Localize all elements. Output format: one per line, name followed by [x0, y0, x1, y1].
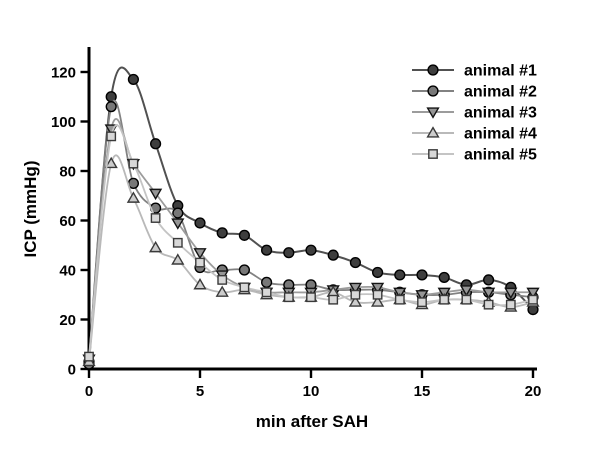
- marker-animal-1: [372, 266, 384, 279]
- marker-animal-3: [370, 282, 385, 295]
- series-line-animal-4: [88, 154, 534, 362]
- marker-animal-4: [171, 253, 185, 265]
- marker-animal-1: [261, 244, 273, 256]
- series-line-animal-5: [88, 124, 534, 357]
- marker-animal-2: [105, 101, 117, 113]
- legend-circle-icon: [427, 64, 439, 76]
- marker-animal-5: [350, 289, 361, 300]
- marker-animal-4: [370, 295, 385, 307]
- marker-animal-3: [504, 287, 518, 300]
- legend-item-animal-4: animal #4: [412, 126, 537, 143]
- marker-animal-5: [439, 294, 450, 305]
- y-tick-label: 20: [59, 312, 76, 329]
- marker-animal-5: [172, 237, 183, 248]
- marker-animal-5: [128, 158, 139, 169]
- marker-animal-1: [283, 247, 295, 259]
- marker-animal-5: [84, 351, 94, 362]
- x-tick-label: 0: [85, 383, 93, 400]
- marker-animal-2: [238, 264, 251, 276]
- y-axis-title: ICP (mmHg): [21, 160, 40, 258]
- series-line-animal-3: [88, 118, 533, 360]
- marker-animal-4: [348, 295, 363, 307]
- x-tick-label: 5: [196, 383, 204, 400]
- marker-animal-5: [394, 294, 405, 305]
- marker-animal-3: [348, 282, 363, 295]
- marker-animal-3: [459, 285, 474, 297]
- marker-animal-5: [505, 299, 516, 310]
- marker-animal-5: [483, 299, 494, 310]
- series-line-animal-2: [88, 99, 534, 365]
- marker-animal-5: [528, 294, 538, 305]
- marker-animal-4: [148, 240, 163, 253]
- legend-label: animal #5: [464, 147, 537, 164]
- marker-animal-5: [239, 282, 250, 293]
- marker-animal-5: [328, 294, 339, 305]
- marker-animal-3: [415, 290, 429, 302]
- marker-animal-1: [238, 229, 251, 241]
- marker-animal-3: [148, 188, 163, 201]
- marker-animal-1: [216, 227, 228, 239]
- marker-animal-3: [171, 218, 185, 230]
- marker-animal-1: [416, 269, 428, 281]
- marker-animal-5: [417, 297, 427, 308]
- legend-triangle-down-icon: [426, 107, 440, 119]
- marker-animal-1: [305, 244, 317, 256]
- legend-label: animal #1: [464, 63, 537, 80]
- marker-animal-1: [327, 249, 339, 261]
- marker-animal-4: [193, 278, 207, 290]
- marker-animal-1: [150, 138, 162, 150]
- marker-animal-5: [150, 213, 161, 223]
- marker-animal-1: [394, 269, 406, 281]
- legend-item-animal-2: animal #2: [412, 84, 537, 101]
- marker-animal-5: [195, 257, 205, 268]
- marker-animal-3: [481, 287, 496, 300]
- y-tick-label: 80: [59, 164, 76, 181]
- marker-animal-1: [438, 271, 450, 284]
- legend-item-animal-3: animal #3: [412, 105, 537, 122]
- x-tick-label: 15: [414, 383, 431, 400]
- legend-label: animal #4: [464, 126, 537, 143]
- marker-animal-5: [283, 292, 294, 303]
- marker-animal-4: [104, 156, 118, 169]
- y-tick-label: 0: [68, 362, 76, 379]
- x-tick-label: 10: [303, 383, 320, 400]
- marker-animal-3: [526, 287, 540, 300]
- marker-animal-5: [372, 289, 383, 300]
- marker-animal-1: [194, 217, 206, 229]
- marker-animal-3: [193, 248, 207, 260]
- legend-label: animal #3: [464, 105, 537, 122]
- marker-animal-5: [217, 275, 228, 285]
- marker-animal-4: [215, 285, 229, 297]
- legend-circle-icon: [427, 85, 439, 97]
- marker-animal-2: [261, 276, 273, 288]
- legend-label: animal #2: [464, 84, 537, 101]
- y-tick-label: 60: [59, 213, 76, 230]
- x-axis-title: min after SAH: [255, 412, 369, 431]
- x-tick-label: 20: [525, 383, 542, 400]
- marker-animal-5: [461, 294, 472, 305]
- legend-item-animal-1: animal #1: [412, 63, 537, 80]
- marker-animal-5: [106, 131, 117, 142]
- y-tick-label: 120: [51, 65, 76, 82]
- series-line-animal-1: [88, 66, 534, 362]
- marker-animal-2: [172, 207, 184, 219]
- marker-animal-1: [483, 274, 495, 286]
- marker-animal-4: [126, 191, 141, 203]
- legend-triangle-up-icon: [426, 126, 440, 138]
- marker-animal-1: [127, 73, 140, 86]
- legend-square-icon: [428, 149, 438, 159]
- marker-animal-5: [261, 287, 272, 298]
- y-tick-label: 40: [59, 263, 76, 280]
- marker-animal-1: [349, 256, 362, 269]
- y-tick-label: 100: [51, 114, 76, 131]
- marker-animal-5: [306, 292, 316, 303]
- legend-item-animal-5: animal #5: [412, 147, 537, 164]
